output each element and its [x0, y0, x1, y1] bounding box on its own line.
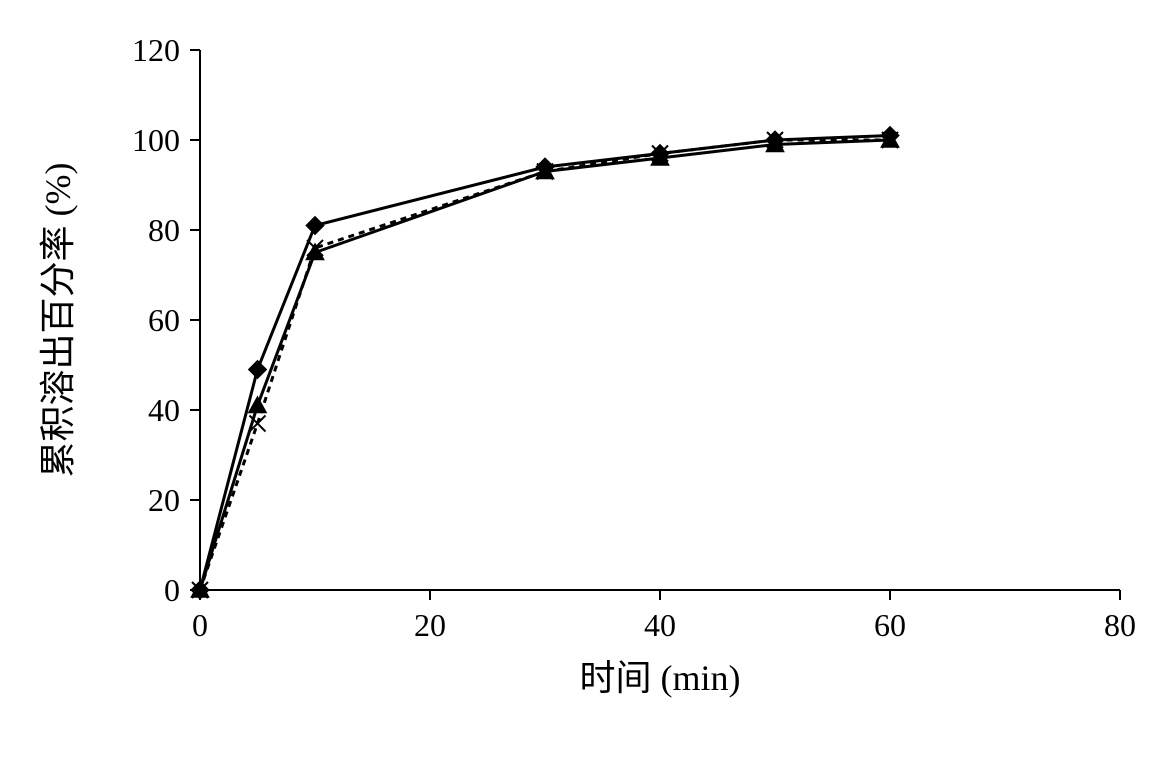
x-tick-label: 60 — [874, 607, 906, 643]
marker-diamond — [249, 361, 267, 379]
marker-diamond — [306, 217, 324, 235]
x-tick-label: 0 — [192, 607, 208, 643]
series-line-series2 — [200, 140, 890, 590]
chart-container: 0 20 40 60 80 0 20 40 60 80 100 120 时间 (min) 累积溶出百分率 … — [20, 20, 1154, 753]
y-tick-label: 120 — [132, 32, 180, 68]
y-tick-label: 40 — [148, 392, 180, 428]
y-axis-label: 累积溶出百分率 (%) — [38, 163, 78, 478]
x-tick-label: 80 — [1104, 607, 1136, 643]
dissolution-chart: 0 20 40 60 80 0 20 40 60 80 100 120 时间 (min) 累积溶出百分率 … — [20, 20, 1154, 753]
x-axis-label: 时间 (min) — [580, 658, 741, 698]
y-tick-label: 100 — [132, 122, 180, 158]
y-tick-label: 60 — [148, 302, 180, 338]
series-line-series1 — [200, 136, 890, 591]
y-tick-label: 20 — [148, 482, 180, 518]
series-line-series3 — [200, 140, 890, 590]
x-tick-label: 20 — [414, 607, 446, 643]
x-tick-label: 40 — [644, 607, 676, 643]
y-tick-label: 0 — [164, 572, 180, 608]
y-tick-label: 80 — [148, 212, 180, 248]
